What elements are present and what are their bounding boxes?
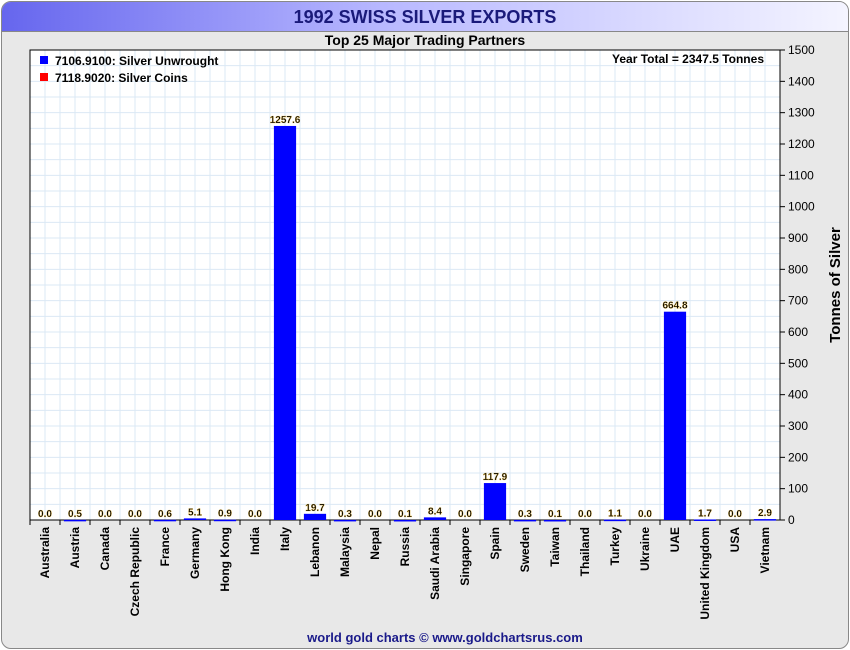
chart-title: 1992 SWISS SILVER EXPORTS	[293, 7, 557, 27]
y-tick-label: 500	[788, 356, 808, 370]
data-label: 1.7	[698, 508, 712, 519]
y-tick-label: 700	[788, 294, 808, 308]
data-label: 0.0	[248, 509, 262, 520]
data-label: 0.1	[548, 509, 562, 520]
data-label: 0.0	[638, 509, 652, 520]
data-label: 1257.6	[270, 115, 301, 126]
x-tick-label: Australia	[38, 527, 52, 579]
x-tick-label: Sweden	[518, 527, 532, 572]
legend-swatch	[40, 56, 48, 64]
y-tick-label: 200	[788, 450, 808, 464]
data-label: 0.0	[458, 509, 472, 520]
y-tick-label: 800	[788, 262, 808, 276]
title-bar: 1992 SWISS SILVER EXPORTS	[2, 2, 848, 32]
year-total-annotation: Year Total = 2347.5 Tonnes	[612, 52, 764, 66]
x-tick-label: Taiwan	[548, 527, 562, 567]
bar-france	[153, 519, 177, 522]
data-label: 0.0	[128, 509, 142, 520]
x-tick-label: UAE	[668, 527, 682, 552]
y-tick-label: 1400	[788, 74, 815, 88]
y-tick-label: 600	[788, 325, 808, 339]
bar-germany	[183, 518, 207, 520]
x-tick-label: Ukraine	[638, 527, 652, 571]
data-label: 2.9	[758, 508, 772, 519]
data-label: 0.0	[368, 509, 382, 520]
y-tick-label: 1200	[788, 137, 815, 151]
bar-austria	[63, 519, 87, 522]
bar-united-kingdom	[693, 519, 717, 521]
data-label: 0.5	[68, 509, 82, 520]
bar-taiwan	[543, 519, 567, 522]
x-tick-label: Singapore	[458, 527, 472, 586]
bar-lebanon	[303, 513, 327, 520]
y-axis-label: Tonnes of Silver	[827, 227, 844, 343]
bar-turkey	[603, 519, 627, 522]
data-label: 19.7	[305, 503, 325, 514]
x-tick-label: Germany	[188, 527, 202, 579]
x-tick-label: Spain	[488, 527, 502, 560]
x-tick-label: Thailand	[578, 527, 592, 576]
data-label: 0.0	[728, 509, 742, 520]
bar-russia	[393, 519, 417, 522]
data-label: 0.1	[398, 509, 412, 520]
data-label: 0.9	[218, 509, 232, 520]
x-tick-label: India	[248, 527, 262, 555]
data-label: 0.6	[158, 509, 172, 520]
x-tick-label: Austria	[68, 527, 82, 569]
legend-swatch	[40, 73, 48, 81]
y-tick-label: 100	[788, 482, 808, 496]
y-tick-label: 1500	[788, 43, 815, 57]
x-tick-label: France	[158, 527, 172, 567]
legend-entry: 7118.9020: Silver Coins	[55, 71, 188, 85]
y-tick-label: 0	[788, 513, 795, 527]
data-label: 117.9	[483, 472, 508, 483]
footer-credit: world gold charts © www.goldchartsrus.co…	[306, 630, 583, 645]
y-tick-label: 300	[788, 419, 808, 433]
bar-vietnam	[753, 519, 777, 521]
y-tick-label: 400	[788, 388, 808, 402]
data-label: 1.1	[608, 509, 622, 520]
legend-entry: 7106.9100: Silver Unwrought	[55, 54, 218, 68]
data-label: 0.0	[578, 509, 592, 520]
bar-spain	[483, 483, 507, 520]
x-tick-label: Saudi Arabia	[428, 527, 442, 600]
y-tick-label: 1300	[788, 106, 815, 120]
x-tick-label: Russia	[398, 527, 412, 567]
data-label: 0.0	[38, 509, 52, 520]
bar-italy	[273, 125, 297, 521]
x-tick-label: Canada	[98, 527, 112, 571]
data-label: 0.3	[518, 509, 532, 520]
y-tick-label: 1100	[788, 168, 814, 182]
bar-saudi-arabia	[423, 517, 447, 520]
x-tick-label: Italy	[278, 527, 292, 551]
x-tick-label: Malaysia	[338, 527, 352, 577]
x-tick-label: Vietnam	[758, 527, 772, 573]
data-label: 664.8	[662, 301, 687, 312]
y-tick-label: 900	[788, 231, 808, 245]
data-label: 8.4	[428, 506, 442, 517]
x-tick-label: Hong Kong	[218, 527, 232, 592]
x-tick-label: United Kingdom	[698, 527, 712, 620]
x-tick-label: USA	[728, 527, 742, 553]
bar-hong-kong	[213, 519, 237, 522]
y-tick-label: 1000	[788, 200, 815, 214]
data-label: 0.0	[98, 509, 112, 520]
x-tick-label: Turkey	[608, 527, 622, 566]
chart-subtitle: Top 25 Major Trading Partners	[325, 32, 526, 48]
bar-uae	[663, 311, 687, 520]
x-tick-label: Lebanon	[308, 527, 322, 577]
data-label: 0.3	[338, 509, 352, 520]
x-tick-label: Czech Republic	[128, 527, 142, 617]
bar-sweden	[513, 519, 537, 522]
bar-malaysia	[333, 519, 357, 522]
x-tick-label: Nepal	[368, 527, 382, 560]
data-label: 5.1	[188, 507, 202, 518]
